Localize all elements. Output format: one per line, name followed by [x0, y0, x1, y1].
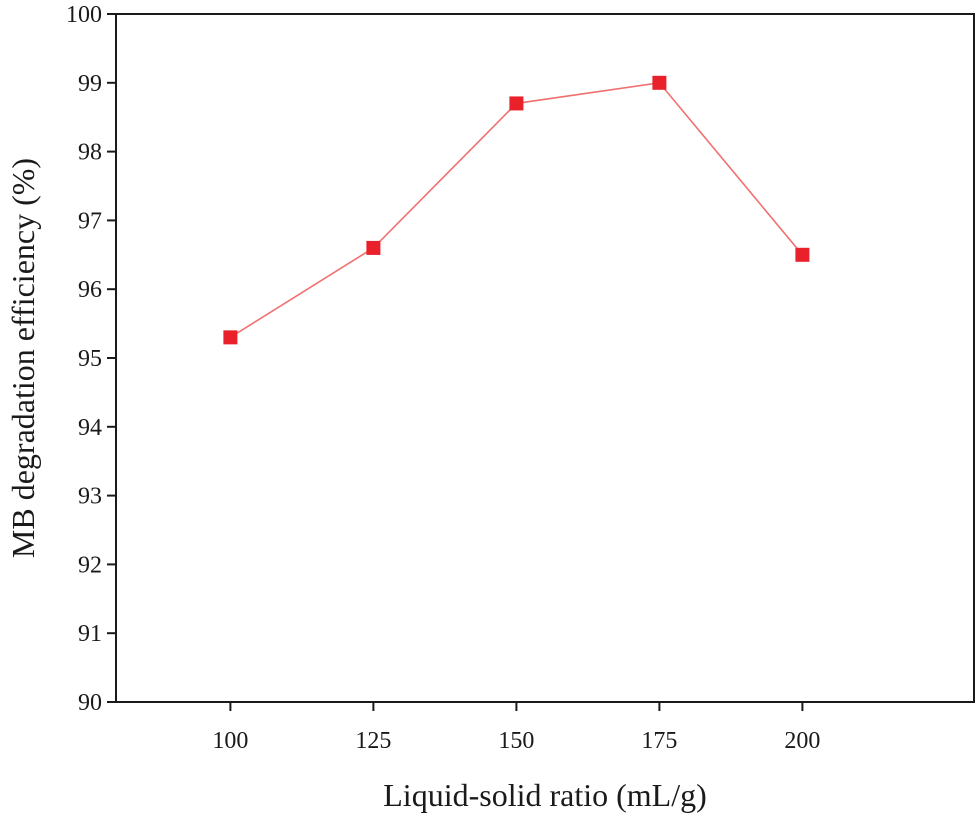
y-tick-label: 95	[78, 346, 102, 372]
plot-frame	[115, 13, 975, 703]
y-tick-label: 98	[78, 140, 102, 166]
y-tick-label: 92	[78, 552, 102, 578]
x-tick-label: 150	[498, 728, 534, 754]
y-tick-label: 90	[78, 690, 102, 716]
y-tick-label: 97	[78, 208, 102, 234]
y-tick-label: 100	[66, 2, 102, 28]
x-tick-label: 125	[355, 728, 391, 754]
x-axis-title: Liquid-solid ratio (mL/g)	[383, 777, 707, 813]
y-tick-label: 91	[78, 621, 102, 647]
data-point-marker	[652, 75, 667, 90]
x-tick-label: 200	[784, 728, 820, 754]
series-line	[229, 81, 804, 339]
y-tick-label: 94	[78, 415, 102, 441]
x-tick-label: 100	[212, 728, 248, 754]
x-tick-label: 175	[641, 728, 677, 754]
y-tick-label: 96	[78, 277, 102, 303]
y-tick-label: 99	[78, 71, 102, 97]
data-point-marker	[795, 247, 810, 262]
data-point-marker	[366, 240, 381, 255]
data-series	[223, 75, 810, 345]
y-axis-ticks: 90 91 92 93 94 95 96 97 98 99 100	[66, 2, 116, 716]
y-axis-title: MB degradation efficiency (%)	[5, 158, 41, 558]
y-tick-label: 93	[78, 484, 102, 510]
x-axis-ticks: 100 125 150 175 200	[212, 702, 820, 754]
data-point-marker	[223, 330, 238, 345]
data-point-marker	[509, 96, 524, 111]
